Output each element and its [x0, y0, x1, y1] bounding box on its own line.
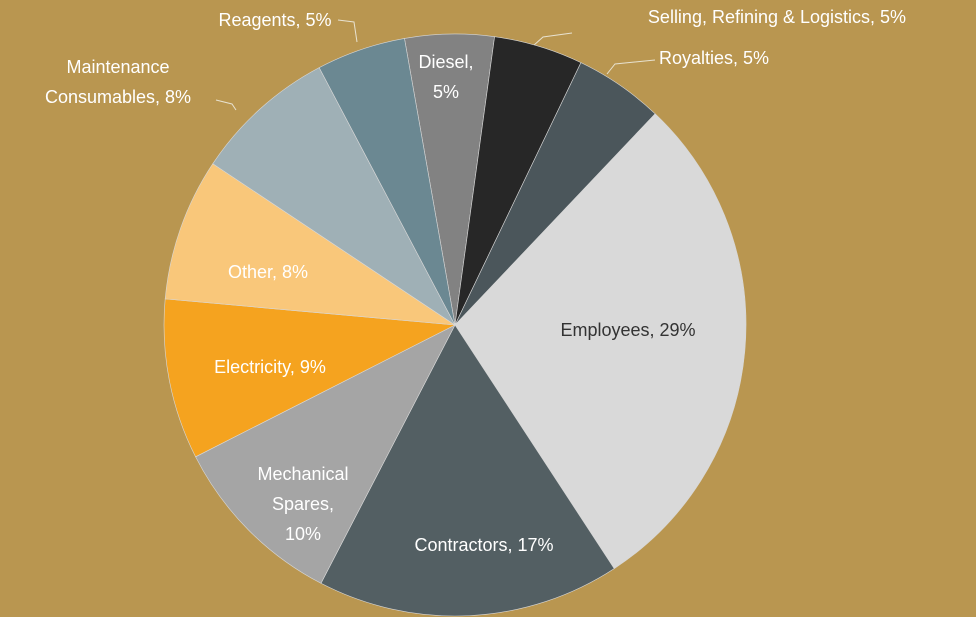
label-line: Maintenance	[66, 57, 169, 77]
leader-line	[532, 32, 573, 47]
data-label: Electricity, 9%	[214, 357, 326, 377]
label-line: Electricity, 9%	[214, 357, 326, 377]
data-label: Reagents, 5%	[218, 10, 331, 30]
label-line: 5%	[433, 82, 459, 102]
leader-line	[215, 99, 237, 111]
data-label: Royalties, 5%	[659, 48, 769, 68]
label-line: Reagents, 5%	[218, 10, 331, 30]
data-label: Mechanical Spares, 10%	[257, 464, 348, 544]
data-label: Maintenance Consumables, 8%	[45, 57, 191, 107]
data-label: Employees, 29%	[560, 320, 695, 340]
label-line: Selling, Refining & Logistics, 5%	[648, 7, 906, 27]
label-line: Spares,	[272, 494, 334, 514]
label-line: 10%	[285, 524, 321, 544]
label-line: Other, 8%	[228, 262, 308, 282]
label-line: Diesel,	[418, 52, 473, 72]
label-line: Mechanical	[257, 464, 348, 484]
pie-slice	[320, 324, 615, 617]
label-line: Royalties, 5%	[659, 48, 769, 68]
pie-slice	[195, 324, 456, 584]
label-line: Employees, 29%	[560, 320, 695, 340]
label-line: Contractors, 17%	[414, 535, 553, 555]
leader-line	[606, 59, 656, 75]
data-label: Other, 8%	[228, 262, 308, 282]
leader-line	[337, 19, 358, 43]
data-label: Contractors, 17%	[414, 535, 553, 555]
pie-slice	[318, 38, 456, 326]
pie-slice	[454, 113, 747, 570]
pie-slice	[212, 67, 456, 326]
pie-slice	[163, 298, 457, 458]
data-label: Selling, Refining & Logistics, 5%	[648, 7, 906, 27]
data-label: Diesel, 5%	[418, 52, 473, 102]
label-line: Consumables, 8%	[45, 87, 191, 107]
pie-slice	[164, 163, 456, 326]
